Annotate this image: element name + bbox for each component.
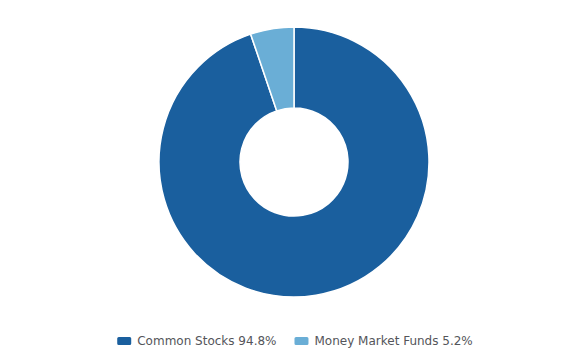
svg-text:Common Stocks 94.8%: Common Stocks 94.8% — [137, 334, 276, 348]
svg-text:Money Market Funds 5.2%: Money Market Funds 5.2% — [314, 334, 472, 348]
